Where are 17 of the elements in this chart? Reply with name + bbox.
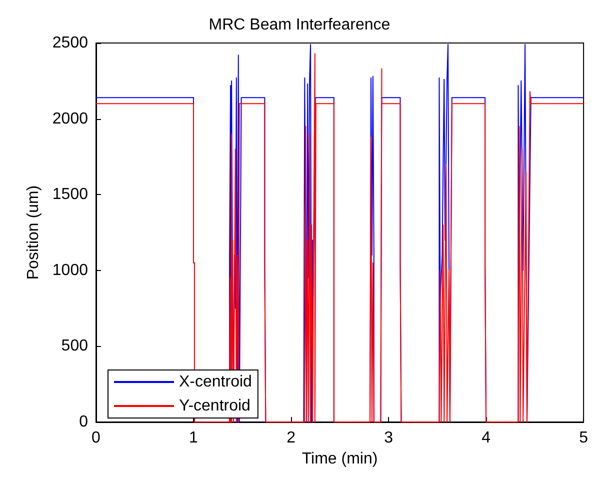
x-tick-label: 1	[189, 430, 198, 446]
x-tick-label: 0	[92, 430, 101, 446]
x-tick-label: 5	[579, 430, 588, 446]
legend-label: Y-centroid	[179, 398, 250, 414]
y-tick-label: 0	[79, 414, 88, 430]
x-tick-label: 4	[482, 430, 491, 446]
y-tick-label: 1500	[52, 186, 88, 204]
x-tick-label: 2	[286, 430, 296, 446]
y-tick-label: 2000	[52, 110, 88, 128]
y-tick-label: 2500	[52, 34, 88, 52]
legend-label: X-centroid	[179, 374, 252, 390]
x-axis-title: Time (min)	[302, 450, 378, 468]
chart-title: MRC Beam Interfearence	[208, 16, 390, 34]
y-tick-label: 1000	[52, 262, 88, 279]
y-axis-title: Position (um)	[25, 185, 42, 280]
x-tick-label: 3	[384, 430, 394, 446]
y-tick-label: 500	[61, 338, 88, 355]
